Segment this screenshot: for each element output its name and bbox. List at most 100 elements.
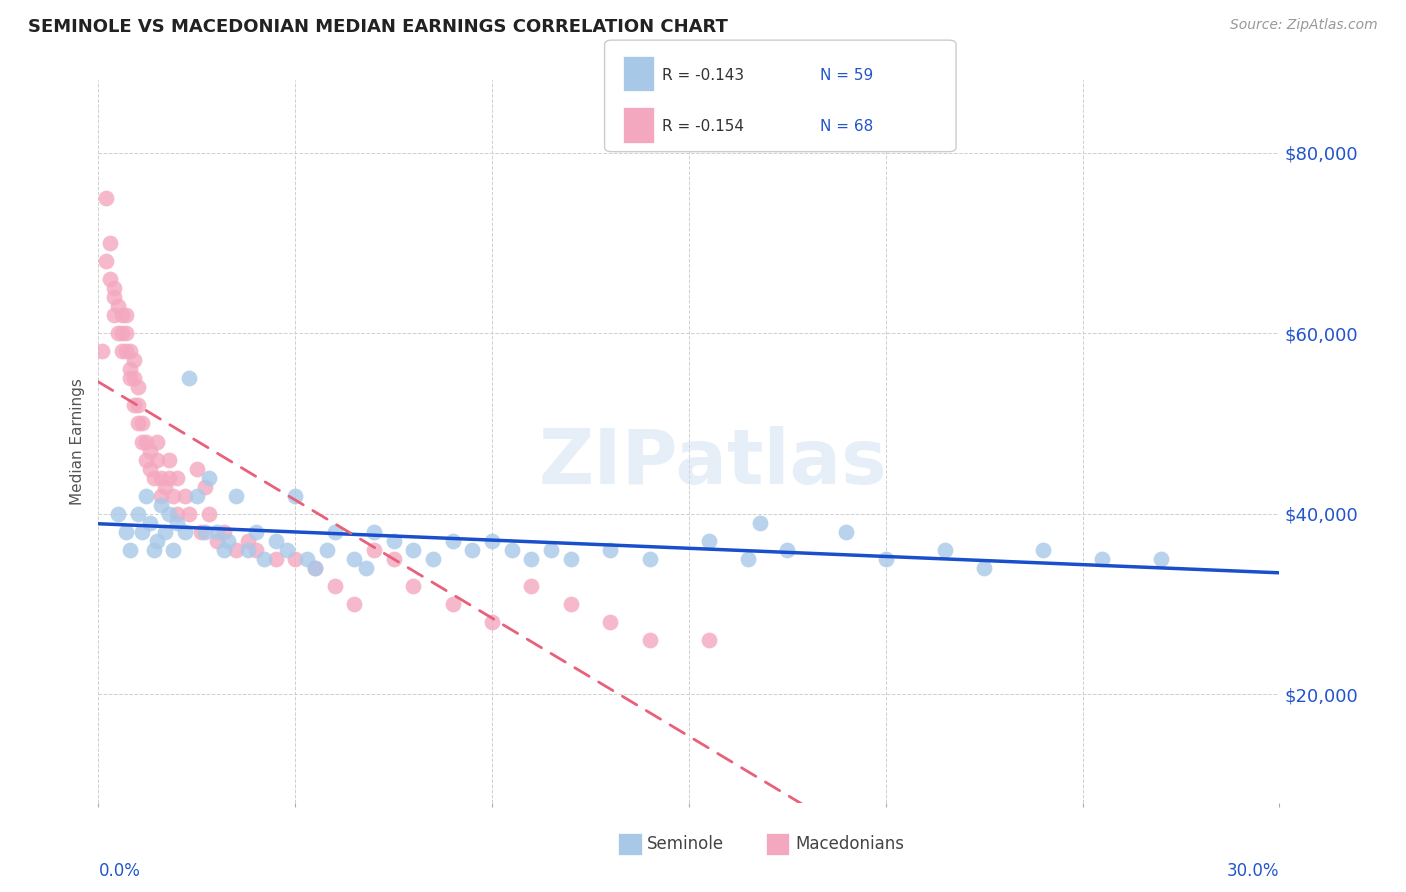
Point xyxy=(422,552,444,566)
Point xyxy=(111,344,134,359)
Point xyxy=(284,552,307,566)
Point xyxy=(1150,552,1173,566)
Point xyxy=(131,524,153,539)
Point xyxy=(245,542,267,557)
Point xyxy=(323,579,346,593)
Point xyxy=(194,480,217,494)
Point xyxy=(225,489,247,503)
Point xyxy=(103,290,125,304)
Point xyxy=(155,524,177,539)
Point xyxy=(127,398,149,412)
Point xyxy=(186,461,208,475)
Point xyxy=(122,371,145,385)
Point xyxy=(166,470,188,484)
Point xyxy=(540,542,562,557)
Point xyxy=(343,552,366,566)
Point xyxy=(697,533,720,548)
Point xyxy=(138,516,160,530)
Point xyxy=(155,480,177,494)
Point xyxy=(177,507,200,521)
Point xyxy=(127,507,149,521)
Point xyxy=(146,452,169,467)
Point xyxy=(177,371,200,385)
Point xyxy=(115,524,138,539)
Point xyxy=(776,542,799,557)
Point xyxy=(1032,542,1054,557)
Point xyxy=(150,470,173,484)
Point xyxy=(157,452,180,467)
Text: N = 68: N = 68 xyxy=(820,120,873,134)
Point xyxy=(186,489,208,503)
Point xyxy=(205,524,228,539)
Point xyxy=(236,533,259,548)
Point xyxy=(560,597,582,611)
Point xyxy=(737,552,759,566)
Point xyxy=(197,470,219,484)
Point xyxy=(146,533,169,548)
Point xyxy=(217,533,239,548)
Point xyxy=(245,524,267,539)
Point xyxy=(560,552,582,566)
Point xyxy=(264,533,287,548)
Point xyxy=(107,326,129,340)
Point xyxy=(96,253,118,268)
Point xyxy=(638,552,661,566)
Point xyxy=(103,281,125,295)
Point xyxy=(122,353,145,368)
Point xyxy=(236,542,259,557)
Point xyxy=(253,552,276,566)
Point xyxy=(166,516,188,530)
Point xyxy=(111,308,134,322)
Point xyxy=(973,561,995,575)
Point xyxy=(363,524,385,539)
Point xyxy=(142,542,165,557)
Point xyxy=(1091,552,1114,566)
Point xyxy=(98,235,121,250)
Point xyxy=(205,533,228,548)
Point xyxy=(118,344,141,359)
Text: Source: ZipAtlas.com: Source: ZipAtlas.com xyxy=(1230,18,1378,32)
Point xyxy=(142,470,165,484)
Point xyxy=(934,542,956,557)
Point xyxy=(304,561,326,575)
Point xyxy=(115,308,138,322)
Point xyxy=(118,371,141,385)
Point xyxy=(194,524,217,539)
Point xyxy=(520,552,543,566)
Point xyxy=(162,542,184,557)
Point xyxy=(166,507,188,521)
Point xyxy=(363,542,385,557)
Point xyxy=(501,542,523,557)
Point xyxy=(875,552,897,566)
Point xyxy=(122,398,145,412)
Point xyxy=(174,524,197,539)
Point xyxy=(481,615,503,630)
Point xyxy=(382,533,405,548)
Point xyxy=(150,489,173,503)
Point xyxy=(91,344,114,359)
Text: N = 59: N = 59 xyxy=(820,68,873,83)
Point xyxy=(127,417,149,431)
Point xyxy=(115,344,138,359)
Point xyxy=(461,542,484,557)
Point xyxy=(135,434,157,449)
Point xyxy=(174,489,197,503)
Bar xyxy=(619,833,641,855)
Text: R = -0.154: R = -0.154 xyxy=(662,120,744,134)
Point xyxy=(135,489,157,503)
Point xyxy=(638,633,661,648)
Text: SEMINOLE VS MACEDONIAN MEDIAN EARNINGS CORRELATION CHART: SEMINOLE VS MACEDONIAN MEDIAN EARNINGS C… xyxy=(28,18,728,36)
Point xyxy=(118,362,141,376)
Point xyxy=(214,524,236,539)
Text: ZIPatlas: ZIPatlas xyxy=(538,426,887,500)
Point xyxy=(748,516,770,530)
Text: Macedonians: Macedonians xyxy=(796,835,904,853)
Point xyxy=(135,452,157,467)
Point xyxy=(402,579,425,593)
Point xyxy=(284,489,307,503)
Point xyxy=(264,552,287,566)
Point xyxy=(599,615,621,630)
Point xyxy=(697,633,720,648)
Point xyxy=(441,533,464,548)
Point xyxy=(382,552,405,566)
